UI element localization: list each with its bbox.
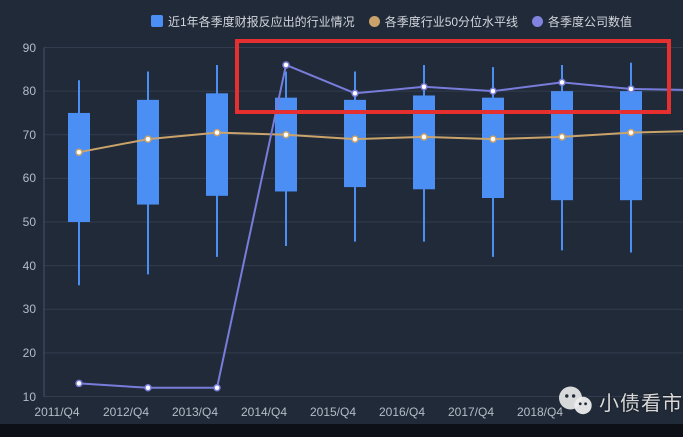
legend-circle-marker <box>368 15 380 27</box>
watermark-text: 小债看市 <box>599 392 683 415</box>
legend-item-median-line[interactable]: 各季度行业50分位水平线 <box>368 13 519 30</box>
x-tick-label: 2013/Q4 <box>171 405 219 419</box>
median-point <box>213 128 221 137</box>
box-body <box>275 97 297 192</box>
company-point <box>489 87 497 95</box>
y-tick-label: 50 <box>22 215 36 229</box>
median-point <box>627 128 635 137</box>
legend-item-company-value[interactable]: 各季度公司数值 <box>532 13 632 30</box>
x-tick-label: 2018/Q4 <box>516 405 564 419</box>
bottom-bar <box>0 424 683 437</box>
legend-item-industry-range[interactable]: 近1年各季度财报反应出的行业情况 <box>151 13 355 30</box>
median-point <box>489 135 497 143</box>
company-point <box>144 384 152 392</box>
company-line-path <box>78 63 683 389</box>
legend-label: 近1年各季度财报反应出的行业情况 <box>168 14 355 29</box>
box-body <box>482 97 504 199</box>
legend-circle-marker <box>532 15 544 27</box>
median-point <box>558 133 566 141</box>
box-body <box>344 99 366 188</box>
x-tick-label: 2015/Q4 <box>309 405 357 419</box>
company-point <box>351 89 359 98</box>
median-point <box>351 135 359 143</box>
red-highlight-box <box>235 39 671 114</box>
legend-label: 各季度公司数值 <box>548 14 633 29</box>
y-tick-label: 70 <box>22 127 36 142</box>
company-point <box>282 61 290 69</box>
median-point <box>282 131 290 139</box>
box-body <box>620 91 642 201</box>
company-point <box>420 83 428 91</box>
chart-legend: 近1年各季度财报反应出的行业情况 各季度行业50分位水平线 各季度公司数值 <box>151 12 632 30</box>
x-tick-label: 2016/Q4 <box>378 405 426 419</box>
y-tick-label: 20 <box>22 345 36 360</box>
company-point <box>627 85 635 93</box>
y-tick-label: 30 <box>22 302 36 317</box>
median-point <box>420 133 428 141</box>
x-tick-label: 2017/Q4 <box>447 405 495 419</box>
company-point <box>75 379 83 388</box>
median-line-path <box>78 130 683 154</box>
y-tick-label: 40 <box>22 258 36 273</box>
box-body <box>68 112 90 222</box>
y-tick-label: 80 <box>22 84 36 99</box>
box-body <box>206 93 228 196</box>
y-tick-label: 10 <box>22 389 36 404</box>
watermark: 小债看市 <box>556 384 683 418</box>
x-tick-label: 2011/Q4 <box>34 405 80 419</box>
box-body <box>413 95 435 190</box>
y-tick-label: 90 <box>22 40 36 55</box>
legend-square-marker <box>151 15 163 27</box>
y-tick-label: 60 <box>22 171 36 186</box>
company-point <box>558 78 566 87</box>
x-tick-label: 2012/Q4 <box>102 405 150 419</box>
x-tick-label: 2014/Q4 <box>240 405 288 419</box>
company-point <box>213 384 221 392</box>
box-body <box>551 91 573 201</box>
wechat-icon <box>559 386 592 415</box>
median-point <box>144 135 152 143</box>
median-point <box>75 148 83 156</box>
legend-label: 各季度行业50分位水平线 <box>384 14 519 29</box>
box-body <box>137 99 159 205</box>
